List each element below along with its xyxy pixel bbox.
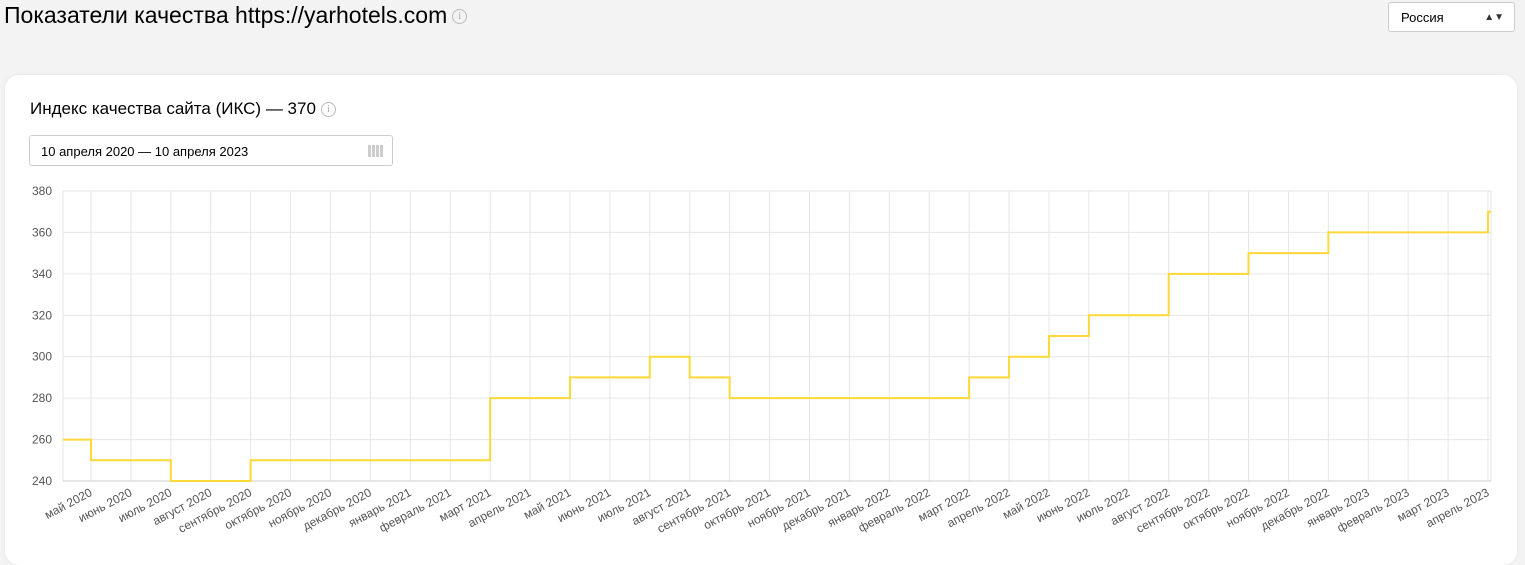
page-title: Показатели качества https://yarhotels.co…	[4, 2, 468, 29]
info-icon[interactable]: i	[452, 9, 468, 25]
y-tick-label: 260	[32, 433, 52, 447]
y-tick-label: 340	[32, 267, 52, 281]
date-range-input[interactable]: 10 апреля 2020 — 10 апреля 2023	[29, 135, 393, 166]
page: ИКС {"header": {"title": "Показатели кач…	[4, 2, 1517, 565]
info-icon[interactable]: i	[320, 102, 336, 118]
region-select[interactable]: Россия ▲▼	[1388, 2, 1515, 32]
y-tick-label: 280	[32, 391, 52, 405]
y-tick-label: 320	[32, 308, 52, 322]
page-body: Показатели качества https://yarhotels.co…	[4, 2, 1517, 565]
y-tick-label: 380	[32, 184, 52, 198]
card: Индекс качества сайта (ИКС) — 370 i 10 ап…	[5, 75, 1517, 565]
calendar-icon[interactable]	[368, 145, 384, 157]
series-line	[63, 210, 1491, 482]
y-tick-label: 300	[32, 350, 52, 364]
date-range-text: 10 апреля 2020 — 10 апреля 2023	[41, 144, 249, 159]
card-title: Индекс качества сайта (ИКС) — 370 i	[30, 99, 336, 119]
page-title-text: Показатели качества https://yarhotels.co…	[4, 2, 448, 28]
select-arrow: ▲▼	[1484, 12, 1504, 23]
y-tick-label: 360	[32, 225, 52, 239]
region-text: Россия	[1401, 10, 1444, 25]
card-title-text: Индекс качества сайта (ИКС) — 370	[30, 99, 316, 118]
y-tick-label: 240	[32, 474, 52, 488]
